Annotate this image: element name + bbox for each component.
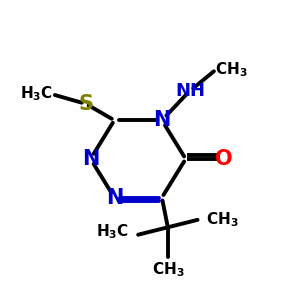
Text: O: O: [215, 149, 233, 169]
Text: N: N: [82, 149, 99, 169]
Text: $\mathbf{CH_3}$: $\mathbf{CH_3}$: [215, 60, 248, 79]
Text: NH: NH: [175, 82, 205, 100]
Text: $\mathbf{H_3C}$: $\mathbf{H_3C}$: [96, 222, 129, 241]
Text: $\mathbf{CH_3}$: $\mathbf{CH_3}$: [152, 260, 184, 279]
Text: N: N: [153, 110, 171, 130]
Text: N: N: [106, 188, 123, 208]
Text: $\mathbf{H_3C}$: $\mathbf{H_3C}$: [20, 84, 53, 103]
Text: S: S: [79, 94, 94, 114]
Text: $\mathbf{CH_3}$: $\mathbf{CH_3}$: [206, 211, 239, 229]
